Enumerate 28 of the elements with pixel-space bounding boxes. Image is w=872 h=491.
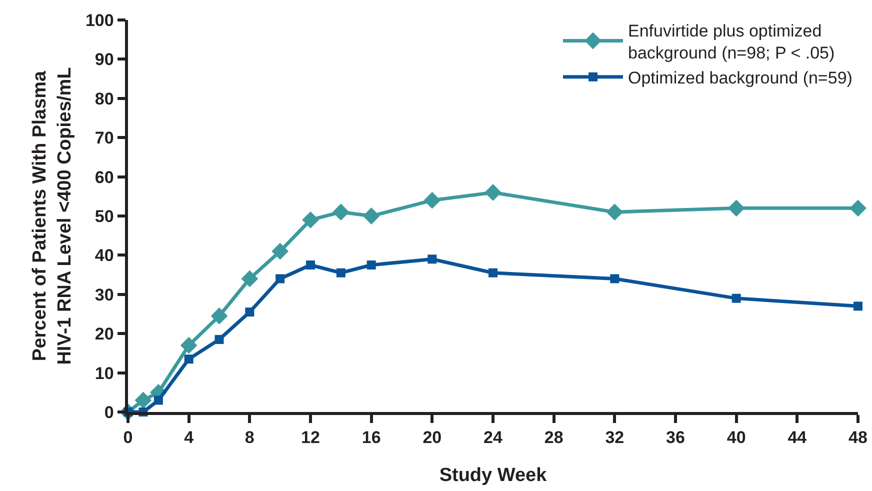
x-tick-label: 40	[726, 428, 746, 448]
x-tick-label: 0	[123, 428, 133, 448]
y-tick-label: 60	[94, 168, 114, 187]
x-axis-title: Study Week	[439, 464, 548, 486]
x-tick-label: 48	[848, 428, 868, 448]
x-tick-label: 4	[184, 428, 194, 448]
y-tick-label: 0	[104, 402, 114, 422]
y-tick-label: 100	[85, 10, 114, 30]
legend-label: Enfuvirtide plus optimized background (n=98; P < .05)	[628, 21, 835, 62]
x-tick-label: 28	[544, 428, 564, 448]
x-tick-label: 44	[788, 428, 808, 448]
y-tick-label: 30	[94, 285, 114, 304]
y-tick-label: 50	[94, 206, 114, 226]
y-tick-label: 70	[94, 128, 114, 148]
x-tick-label: 8	[244, 428, 254, 448]
y-tick-label: 40	[94, 246, 114, 266]
legend-label: Optimized background (n=59)	[628, 68, 852, 88]
y-axis-title: Percent of Patients With Plasma HIV-1 RNA Level <400 Copies/mL	[30, 66, 76, 365]
y-tick-label: 90	[94, 50, 114, 70]
y-tick-label: 10	[94, 364, 114, 383]
y-tick-label: 80	[94, 89, 114, 108]
y-tick-label: 20	[94, 324, 114, 344]
x-tick-label: 16	[362, 428, 381, 448]
x-tick-label: 20	[422, 428, 442, 448]
x-tick-label: 24	[484, 428, 503, 448]
x-tick-label: 12	[301, 428, 320, 448]
x-tick-label: 36	[666, 428, 685, 448]
x-tick-label: 32	[605, 428, 624, 448]
